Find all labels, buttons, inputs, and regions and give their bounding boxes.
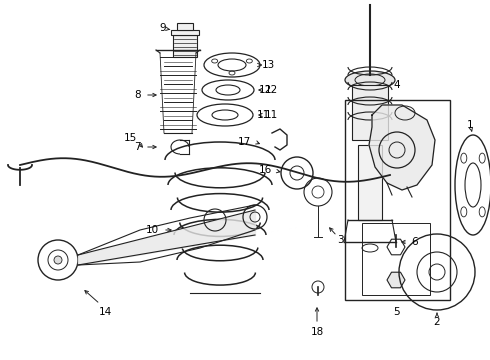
- Text: 12: 12: [258, 85, 271, 95]
- Polygon shape: [387, 272, 405, 288]
- Text: 10: 10: [146, 225, 159, 235]
- Text: 14: 14: [98, 307, 112, 317]
- Text: 8: 8: [135, 90, 141, 100]
- Text: 2: 2: [434, 317, 441, 327]
- Text: 1: 1: [466, 120, 473, 130]
- Text: 12: 12: [265, 85, 278, 95]
- Bar: [345, 100, 450, 300]
- Text: 13: 13: [261, 60, 274, 70]
- Bar: [352, 85, 388, 140]
- Ellipse shape: [345, 71, 395, 89]
- Bar: [171, 30, 199, 35]
- Ellipse shape: [54, 256, 62, 264]
- Text: 17: 17: [237, 137, 250, 147]
- Bar: [358, 145, 382, 220]
- Bar: [362, 223, 430, 295]
- Text: 18: 18: [310, 327, 323, 337]
- Text: 5: 5: [392, 307, 399, 317]
- Text: 3: 3: [337, 235, 343, 245]
- Text: 15: 15: [123, 133, 137, 143]
- Text: 4: 4: [393, 80, 400, 90]
- Text: 6: 6: [412, 237, 418, 247]
- Bar: [177, 23, 193, 30]
- Text: 7: 7: [134, 142, 140, 152]
- Text: 11: 11: [256, 110, 270, 120]
- Text: 11: 11: [265, 110, 278, 120]
- Text: 16: 16: [258, 165, 271, 175]
- Bar: [173, 35, 197, 57]
- Polygon shape: [369, 105, 435, 190]
- Text: 9: 9: [160, 23, 166, 33]
